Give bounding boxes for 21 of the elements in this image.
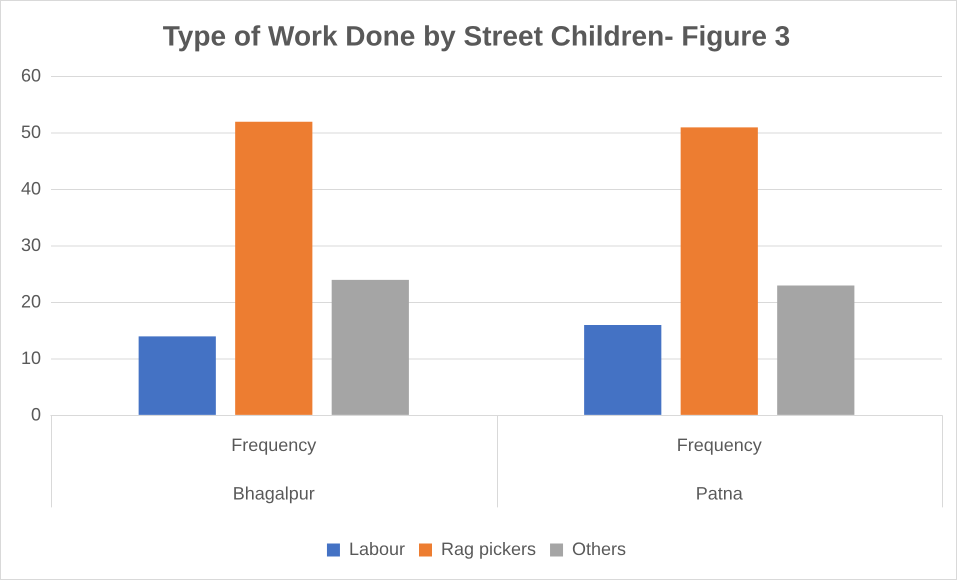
y-tick-label: 40 [20,178,42,198]
legend-label: Labour [348,538,406,559]
y-tick-label: 20 [20,291,42,312]
x-tick-label: Frequency [676,435,762,456]
text: Patna [696,483,744,504]
y-tick-label: 60 [20,66,42,86]
y-tick-label: 10 [20,348,42,368]
bar [584,325,662,415]
bar [680,127,758,415]
bar [332,280,409,415]
bar [235,122,312,415]
x-tick-label: Frequency [231,435,316,456]
legend-label: Rag pickers [440,538,536,559]
y-tick-label: 50 [20,122,42,142]
y-tick-label: 0 [31,404,42,424]
y-tick-label: 30 [20,234,42,255]
bar [777,286,854,415]
bar [138,336,216,415]
legend-label: Others [572,538,626,559]
text: Bhagalpur [232,483,315,504]
chart-title: Type of Work Done by Street Children- Figure 3 [162,20,790,52]
